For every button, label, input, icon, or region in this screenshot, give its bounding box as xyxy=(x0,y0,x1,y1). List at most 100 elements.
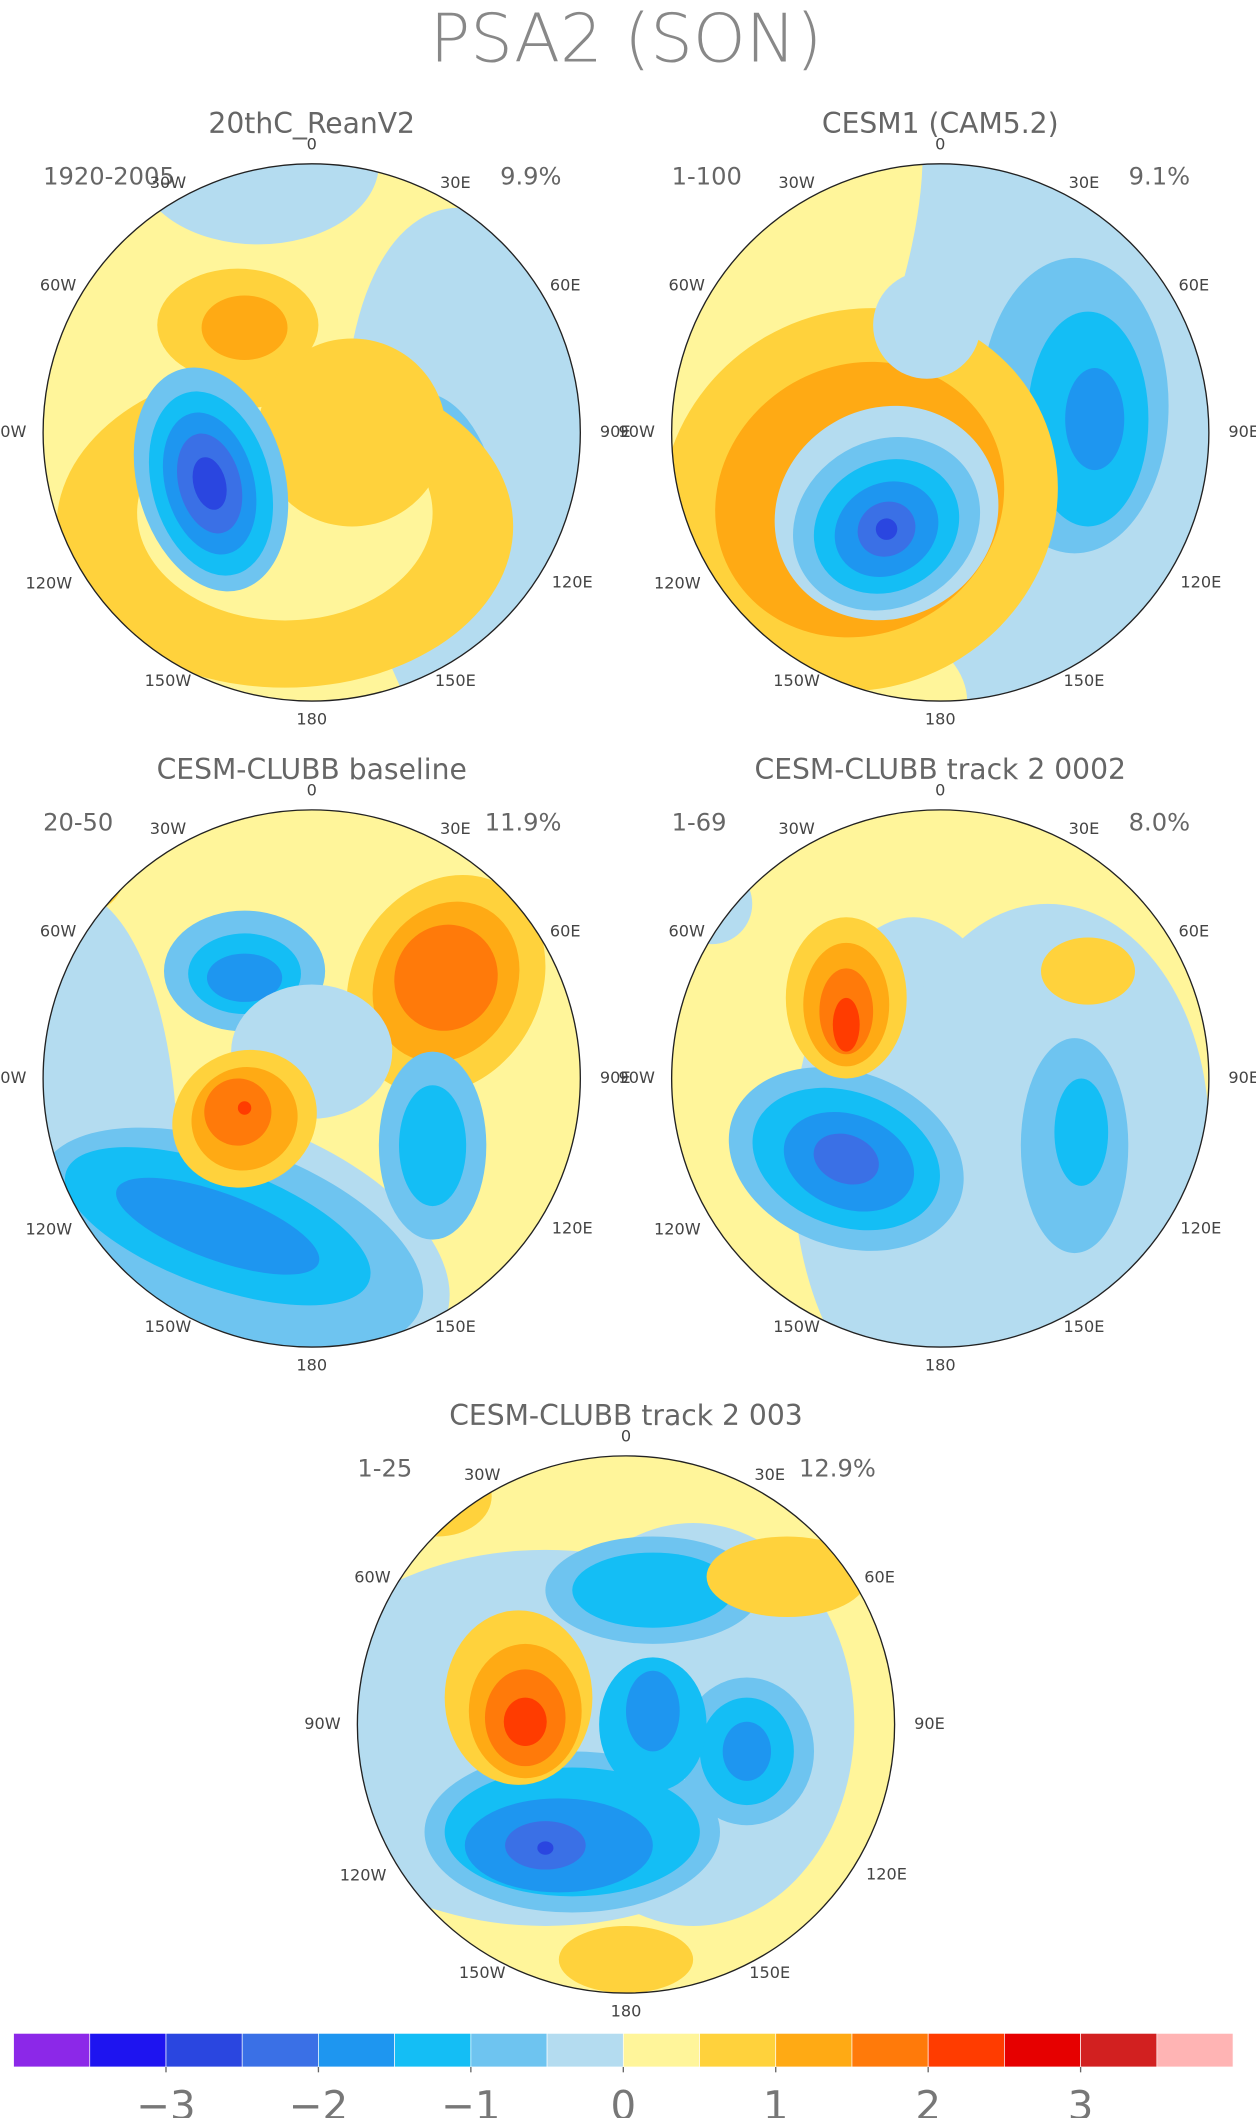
colorbar-box xyxy=(394,2033,472,2068)
map-outline xyxy=(356,1455,896,1994)
longitude-label: 90W xyxy=(304,1714,340,1733)
longitude-label: 180 xyxy=(925,1355,956,1374)
longitude-label: 30W xyxy=(150,173,186,192)
longitude-label: 90E xyxy=(600,422,631,441)
colorbar-box xyxy=(699,2033,777,2068)
longitude-label: 180 xyxy=(296,709,327,728)
colorbar-box xyxy=(622,2033,700,2068)
contour-region xyxy=(399,1085,467,1207)
colorbar-tick-label: 0 xyxy=(610,2083,636,2118)
colorbar-box xyxy=(470,2033,548,2068)
longitude-label: 90W xyxy=(619,422,655,441)
longitude-label: 120W xyxy=(26,1220,73,1239)
longitude-label: 90W xyxy=(619,1068,655,1087)
longitude-label: 150E xyxy=(1063,671,1104,690)
longitude-label: 60E xyxy=(1178,922,1209,941)
map-outline xyxy=(670,809,1210,1348)
longitude-label: 150W xyxy=(773,1317,820,1336)
longitude-label: 60E xyxy=(864,1568,895,1587)
contour-region xyxy=(237,1101,252,1115)
longitude-label: 30W xyxy=(778,819,814,838)
longitude-label: 120W xyxy=(340,1866,387,1885)
longitude-label: 60W xyxy=(40,922,76,941)
longitude-label: 90E xyxy=(1228,422,1256,441)
longitude-label: 30E xyxy=(440,173,471,192)
panel-title: CESM-CLUBB baseline xyxy=(157,753,467,786)
colorbar-box xyxy=(1080,2033,1158,2068)
longitude-label: 30E xyxy=(1069,819,1100,838)
longitude-label: 90E xyxy=(1228,1068,1256,1087)
longitude-label: 120E xyxy=(866,1864,907,1883)
contour-region xyxy=(192,457,227,510)
colorbar-tick-label: 1 xyxy=(763,2083,789,2118)
contour-region xyxy=(572,1552,734,1628)
contour-region xyxy=(625,1670,680,1752)
contour-region xyxy=(394,924,498,1031)
figure-title: PSA2 (SON) xyxy=(430,0,822,77)
panel-period: 1920-2005 xyxy=(43,162,175,190)
longitude-label: 0 xyxy=(935,135,945,154)
longitude-label: 60E xyxy=(550,276,581,295)
contour-region xyxy=(137,163,379,245)
panel-variance: 9.9% xyxy=(500,162,561,190)
longitude-label: 30E xyxy=(440,819,471,838)
longitude-label: 120W xyxy=(654,1220,701,1239)
contour-region xyxy=(832,997,860,1052)
longitude-label: 180 xyxy=(611,2001,642,2020)
contour-region xyxy=(873,271,981,379)
map-panel xyxy=(43,809,581,1348)
contour-region xyxy=(558,1925,694,1994)
contour-region xyxy=(722,1721,772,1781)
longitude-label: 0 xyxy=(307,135,317,154)
contour-region xyxy=(257,338,447,527)
longitude-label: 90W xyxy=(0,422,26,441)
contour-region xyxy=(503,1697,547,1746)
longitude-label: 60W xyxy=(668,276,704,295)
contour-region xyxy=(537,1841,554,1855)
longitude-label: 90W xyxy=(0,1068,26,1087)
longitude-label: 120E xyxy=(552,1218,593,1237)
contour-region xyxy=(1040,937,1136,1005)
longitude-label: 120E xyxy=(552,572,593,591)
map-outline xyxy=(42,809,581,1348)
longitude-label: 90E xyxy=(600,1068,631,1087)
longitude-label: 60W xyxy=(354,1568,390,1587)
contour-region xyxy=(116,1177,320,1275)
colorbar-box xyxy=(546,2033,624,2068)
longitude-label: 60E xyxy=(1178,276,1209,295)
panel-title: CESM-CLUBB track 2 0002 xyxy=(755,753,1126,786)
colorbar-box xyxy=(927,2033,1005,2068)
colorbar-box xyxy=(13,2033,91,2068)
map-panel xyxy=(43,163,581,702)
longitude-label: 150W xyxy=(145,671,192,690)
colorbar-box xyxy=(1004,2033,1081,2068)
panel-title: 20thC_ReanV2 xyxy=(208,107,415,140)
longitude-label: 30W xyxy=(464,1465,500,1484)
panel-title: CESM-CLUBB track 2 003 xyxy=(449,1399,803,1432)
colorbar-tick-label: −2 xyxy=(289,2083,348,2118)
longitude-label: 60W xyxy=(668,922,704,941)
map-panel xyxy=(671,163,1209,702)
panel-variance: 9.1% xyxy=(1129,162,1190,190)
longitude-label: 150W xyxy=(145,1317,192,1336)
contour-region xyxy=(43,836,124,918)
panel-period: 1-69 xyxy=(672,808,727,836)
longitude-label: 0 xyxy=(935,781,945,800)
panel-variance: 11.9% xyxy=(485,808,562,836)
colorbar-box xyxy=(318,2033,395,2068)
map-outline xyxy=(670,163,1210,702)
longitude-label: 60W xyxy=(40,276,76,295)
contour-region xyxy=(1065,367,1125,471)
longitude-label: 30E xyxy=(754,1465,785,1484)
longitude-label: 150E xyxy=(435,671,476,690)
colorbar-tick-label: 3 xyxy=(1068,2083,1094,2118)
panel-period: 20-50 xyxy=(43,808,113,836)
contour-region xyxy=(875,518,898,540)
longitude-label: 30E xyxy=(1069,173,1100,192)
colorbar-box xyxy=(1156,2033,1234,2068)
longitude-label: 150E xyxy=(749,1963,790,1982)
panel-period: 1-100 xyxy=(672,162,742,190)
longitude-label: 180 xyxy=(296,1355,327,1374)
